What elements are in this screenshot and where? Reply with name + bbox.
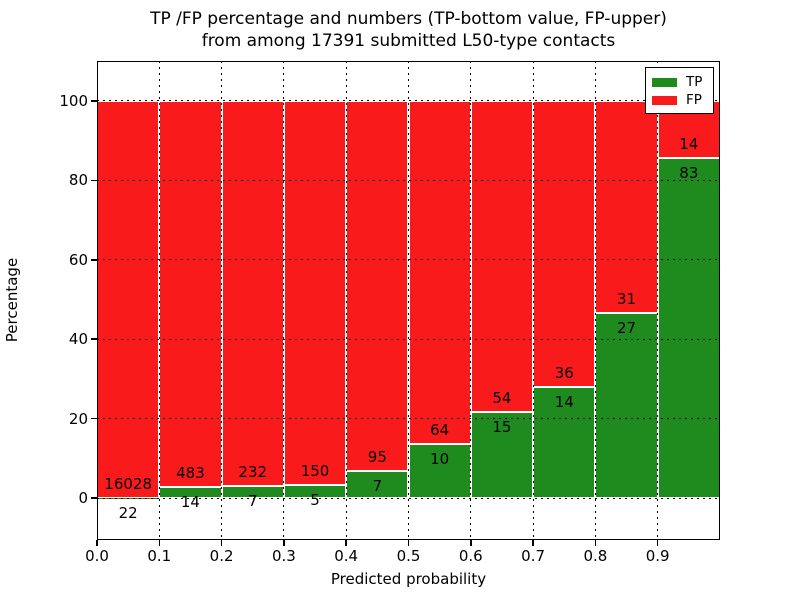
legend-fp-label: FP (686, 92, 702, 108)
x-tick-label: 0.5 (396, 547, 421, 565)
bar-tp-segment (221, 486, 284, 499)
bar-fp-segment (346, 100, 409, 471)
x-tick (96, 540, 98, 546)
bar-fp-segment (97, 100, 160, 498)
y-tick-label: 20 (68, 409, 88, 428)
y-tick-label: 80 (68, 171, 88, 190)
x-tick (656, 540, 659, 546)
bar-tp-segment (408, 444, 471, 499)
legend-tp-swatch-icon (652, 77, 677, 87)
x-tick-label: 0.2 (209, 547, 234, 565)
y-tick (91, 417, 97, 420)
x-axis-label: Predicted probability (330, 570, 487, 588)
bar-tp-segment (346, 470, 409, 499)
bar-fp-segment (159, 100, 222, 487)
legend-fp-swatch-icon (652, 95, 677, 105)
x-tick (345, 540, 347, 546)
bar-fp-segment (221, 100, 284, 487)
legend-tp-label: TP (686, 74, 703, 90)
bar-tp-segment (595, 313, 658, 499)
x-tick-label: 0.6 (458, 547, 483, 565)
x-tick (283, 540, 285, 546)
x-tick (407, 540, 410, 546)
bar-fp-segment (283, 100, 347, 486)
x-tick-label: 0.8 (583, 547, 608, 565)
y-tick-label: 60 (68, 250, 88, 269)
x-tick (532, 540, 534, 546)
y-tick-label: 0 (78, 489, 88, 508)
y-tick-label: 100 (59, 91, 88, 110)
bar-fp-segment (533, 100, 596, 387)
x-tick-label: 0.9 (645, 547, 670, 565)
bar-fp-segment (408, 100, 471, 445)
legend-row-tp: TP (652, 73, 707, 91)
y-axis-label: Percentage (3, 257, 21, 343)
y-tick (91, 338, 97, 340)
legend: TP FP (645, 67, 714, 114)
y-tick-label: 40 (68, 330, 88, 349)
bar-tp-segment (283, 485, 347, 499)
y-tick (91, 179, 97, 182)
x-tick (594, 540, 597, 546)
y-tick (91, 259, 97, 261)
x-tick-label: 0.1 (147, 547, 172, 565)
legend-row-fp: FP (652, 91, 707, 109)
bar-tp-segment (97, 497, 160, 499)
chart-title-line1: TP /FP percentage and numbers (TP-bottom… (150, 9, 667, 29)
y-tick (91, 100, 97, 102)
tp-count-label: 22 (118, 503, 138, 522)
bar-tp-segment (159, 486, 222, 499)
x-tick-label: 0.7 (521, 547, 546, 565)
bar-tp-segment (657, 158, 720, 499)
x-tick-label: 0.3 (271, 547, 296, 565)
bar-fp-segment (595, 100, 658, 314)
x-tick (470, 540, 472, 546)
bar-fp-segment (470, 100, 534, 412)
x-tick (220, 540, 223, 546)
y-tick (91, 497, 97, 499)
x-tick-label: 0.0 (85, 547, 109, 565)
plot-area: 16028 22 483 14 232 7 150 5 95 7 64 10 54 15 36 14 31 27 1… (97, 61, 720, 540)
bar-tp-segment (470, 411, 534, 499)
x-tick-label: 0.4 (334, 547, 359, 565)
chart-title-line2: from among 17391 submitted L50-type cont… (201, 31, 616, 51)
x-tick (158, 540, 161, 546)
bar-tp-segment (533, 386, 596, 499)
